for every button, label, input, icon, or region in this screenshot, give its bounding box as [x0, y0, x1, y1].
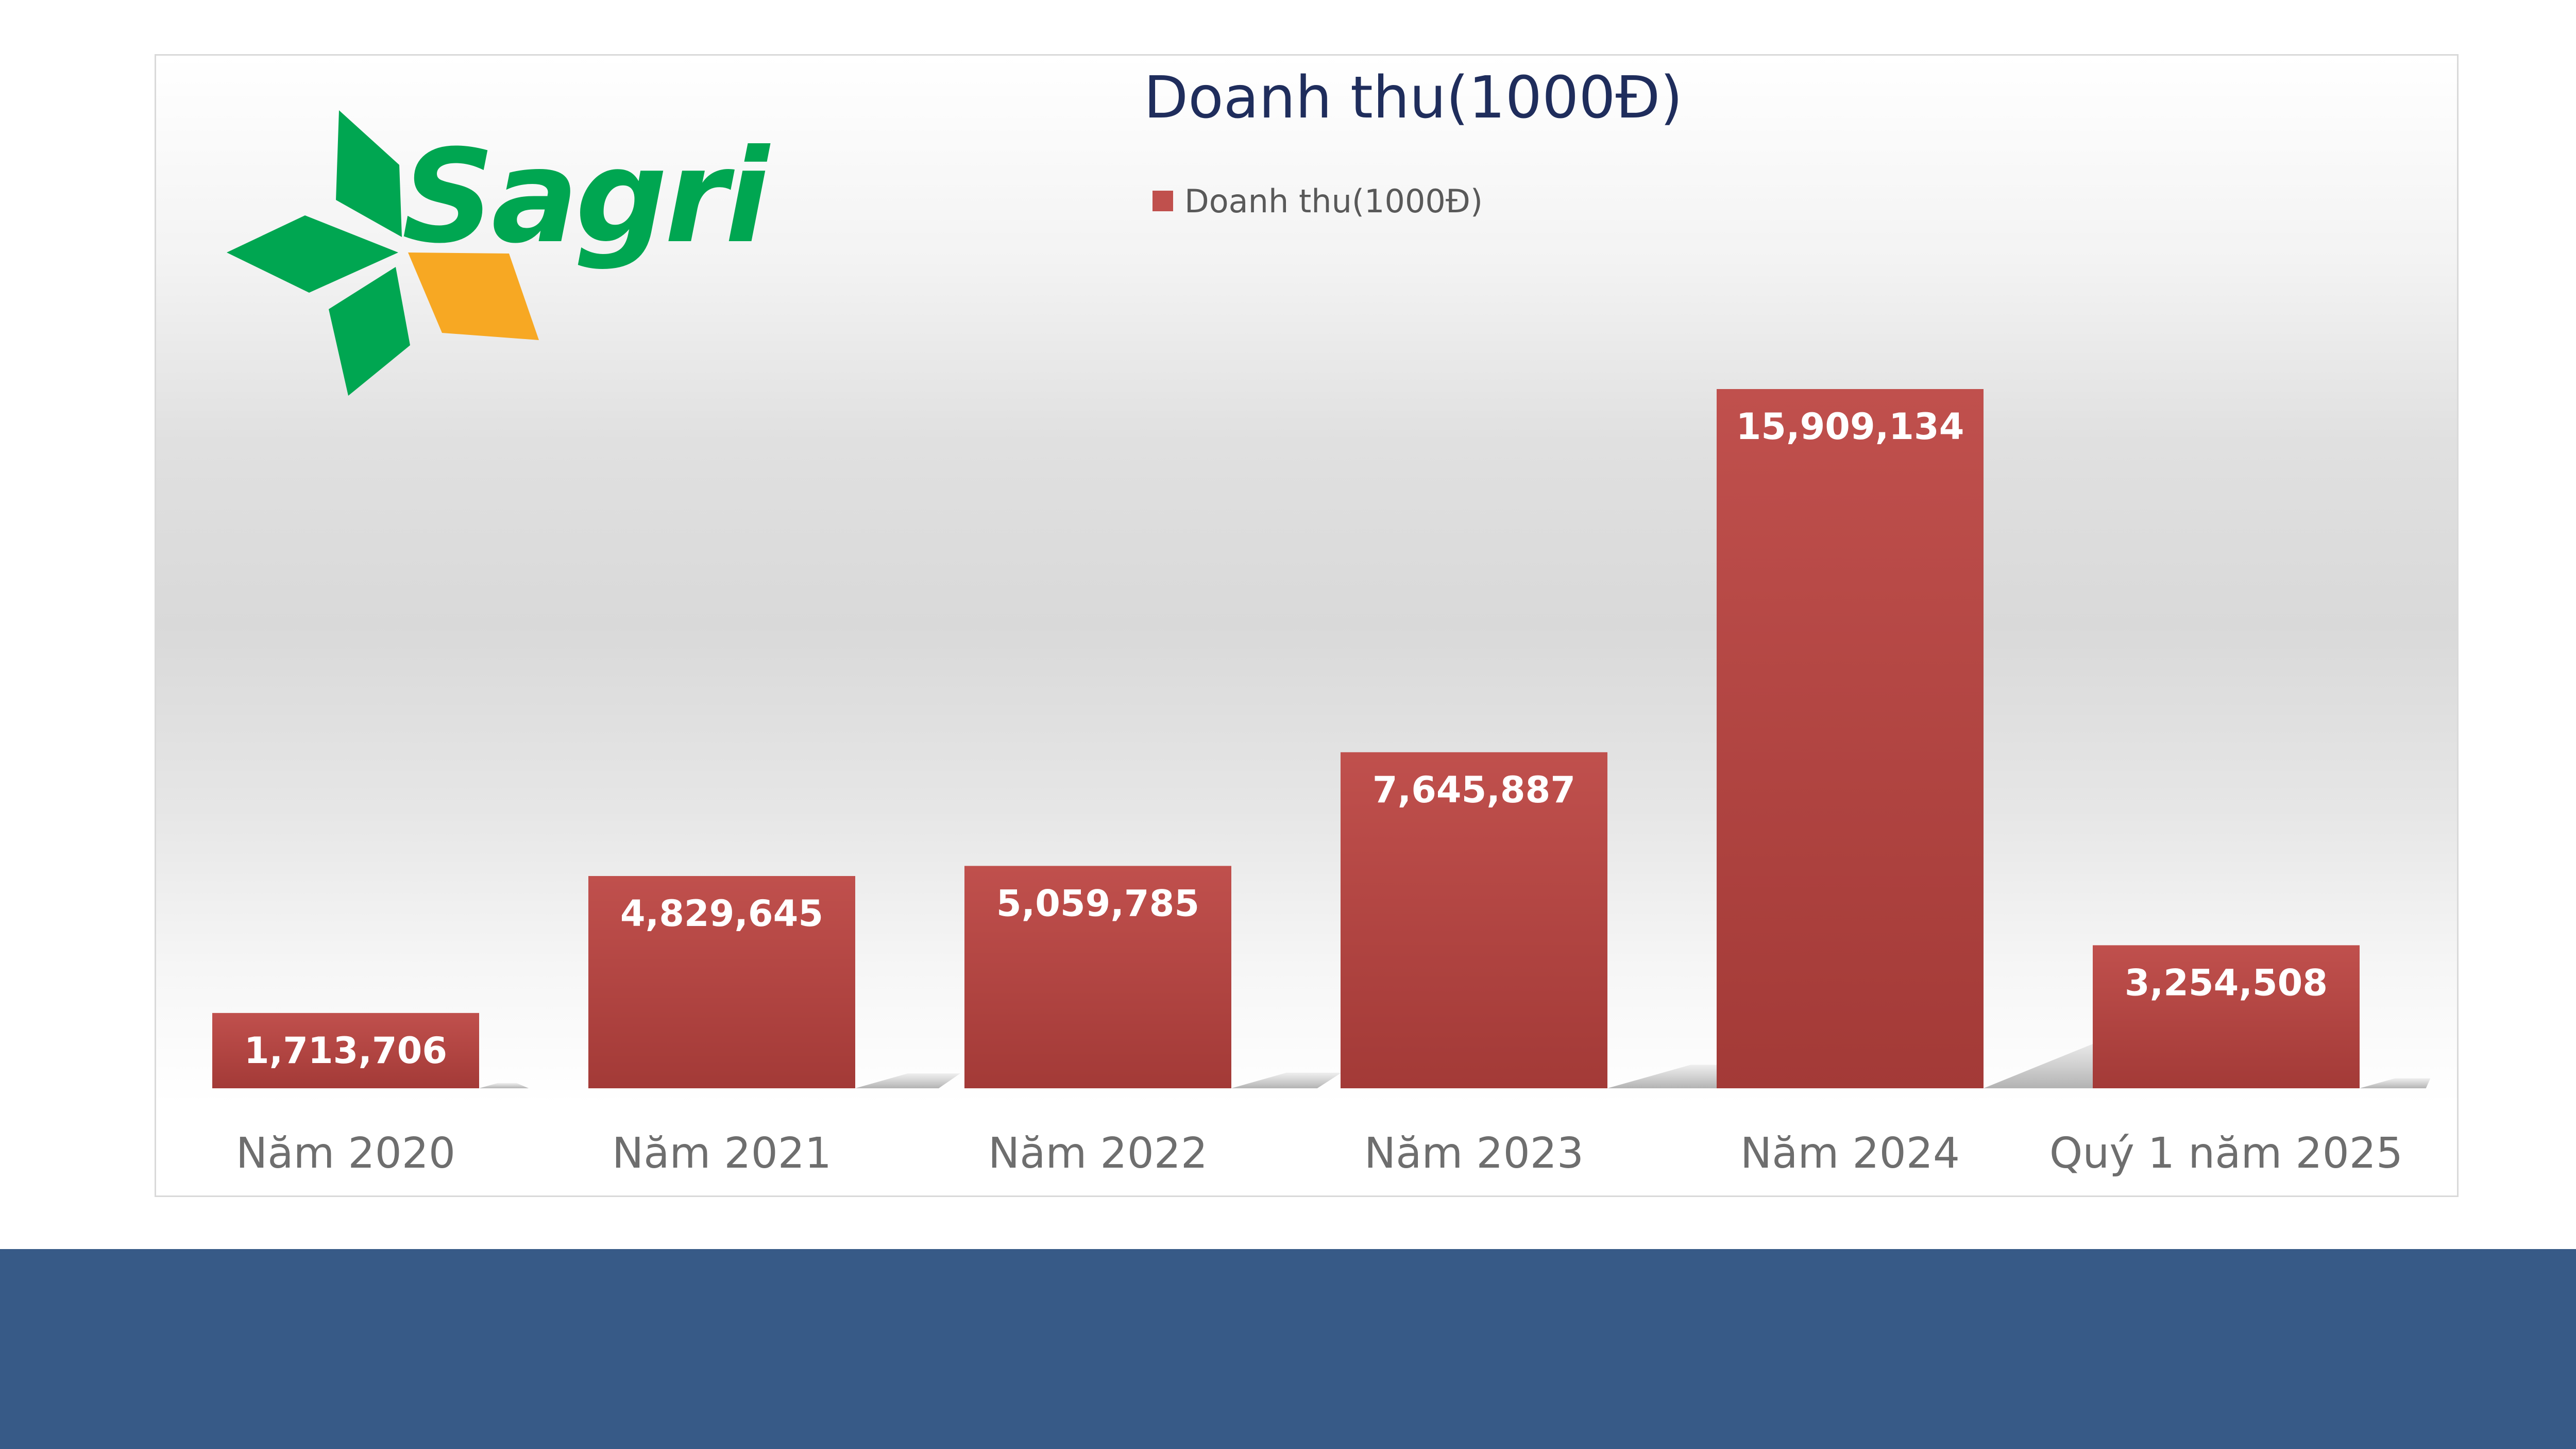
x-tick-label-5: Quý 1 năm 2025	[2049, 1129, 2403, 1178]
x-tick-label-1: Năm 2021	[612, 1129, 832, 1178]
x-tick-label-3: Năm 2023	[1364, 1129, 1584, 1178]
legend-label: Doanh thu(1000Đ)	[1184, 182, 1483, 220]
bar-4	[1717, 389, 1984, 1088]
bar-shadow	[1231, 1072, 1342, 1088]
bar-1	[588, 876, 855, 1088]
logo-text: Sagri	[402, 122, 771, 272]
data-labels: 1,713,706 4,829,645 5,059,785 7,645,887 15,9…	[244, 406, 2328, 1072]
legend: Doanh thu(1000Đ)	[1153, 180, 1483, 222]
data-label-0: 1,713,706	[244, 1030, 447, 1072]
slide-area: 1,713,706 4,829,645 5,059,785 7,645,887 15,9…	[155, 54, 2459, 1197]
data-label-2: 5,059,785	[996, 882, 1199, 924]
legend-swatch	[1153, 191, 1173, 211]
bar-0	[212, 1013, 479, 1088]
x-tick-label-4: Năm 2024	[1740, 1129, 1960, 1178]
bars	[212, 389, 2360, 1088]
bar-shadow	[855, 1073, 960, 1088]
logo-petals	[227, 110, 539, 396]
data-label-5: 3,254,508	[2125, 962, 2328, 1004]
bar-3	[1341, 752, 1607, 1088]
data-label-3: 7,645,887	[1372, 769, 1575, 811]
bar-shadow	[2360, 1078, 2431, 1088]
bar-chart: 1,713,706 4,829,645 5,059,785 7,645,887 15,9…	[212, 389, 2431, 1178]
sagri-logo: Sagri	[227, 103, 783, 405]
bar-shadow	[479, 1083, 529, 1088]
bar-5	[2093, 945, 2360, 1088]
x-axis-ticks: Năm 2020 Năm 2021 Năm 2022 Năm 2023 Năm 2024…	[236, 1129, 2403, 1178]
chart-title: Doanh thu(1000Đ)	[1144, 64, 1683, 131]
chart-frame	[155, 54, 2459, 1197]
logo-mark: Sagri	[227, 110, 774, 396]
x-tick-label-0: Năm 2020	[236, 1129, 455, 1178]
data-label-4: 15,909,134	[1736, 406, 1964, 448]
footer-bar	[0, 1249, 2576, 1449]
bar-2	[964, 866, 1231, 1088]
x-tick-label-2: Năm 2022	[988, 1129, 1208, 1178]
data-label-1: 4,829,645	[620, 892, 823, 935]
